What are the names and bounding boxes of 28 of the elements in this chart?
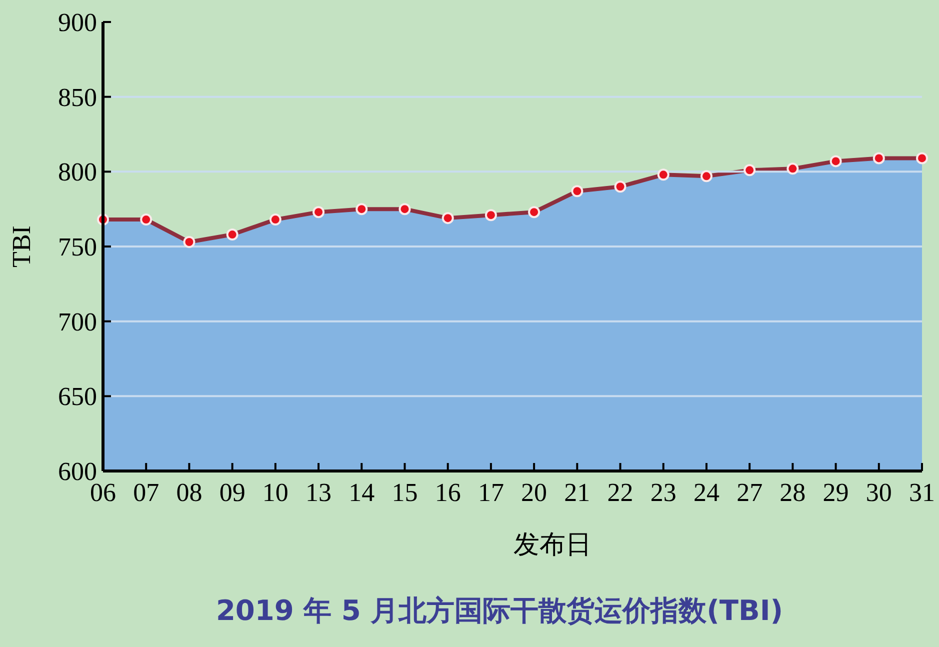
y-tick-label: 850 — [58, 82, 97, 112]
x-tick-label: 09 — [219, 478, 246, 507]
x-tick-label: 15 — [392, 478, 418, 507]
text: 2019 年 5 月北方国际干散货运价指数(TBI) — [216, 594, 784, 627]
x-tick-label: 23 — [650, 478, 676, 507]
x-tick-label: 07 — [133, 478, 160, 507]
y-tick-label: 700 — [58, 307, 97, 336]
x-tick-label: 10 — [262, 478, 288, 507]
x-tick-label: 21 — [564, 478, 590, 507]
x-tick-label: 20 — [521, 478, 548, 507]
y-tick-label: 900 — [58, 8, 97, 37]
x-tick-label: 17 — [478, 478, 504, 507]
x-tick-label: 14 — [348, 478, 375, 507]
y-tick-label: 800 — [58, 158, 97, 187]
x-axis-title: 发布日 — [514, 530, 592, 559]
x-tick-label: 27 — [736, 478, 763, 507]
x-tick-label: 30 — [866, 478, 892, 507]
y-tick-label: 650 — [58, 382, 97, 412]
y-tick-label: 750 — [58, 232, 97, 262]
x-tick-label: 31 — [909, 478, 935, 507]
x-tick-label: 28 — [780, 478, 806, 507]
x-tick-label: 16 — [434, 478, 461, 507]
x-tick-label: 22 — [607, 478, 634, 507]
x-tick-label: 24 — [693, 478, 720, 507]
x-tick-label: 29 — [822, 478, 849, 507]
y-axis-title: TBI — [7, 226, 36, 268]
x-tick-label: 13 — [306, 478, 332, 507]
x-tick-label: 08 — [176, 478, 202, 507]
